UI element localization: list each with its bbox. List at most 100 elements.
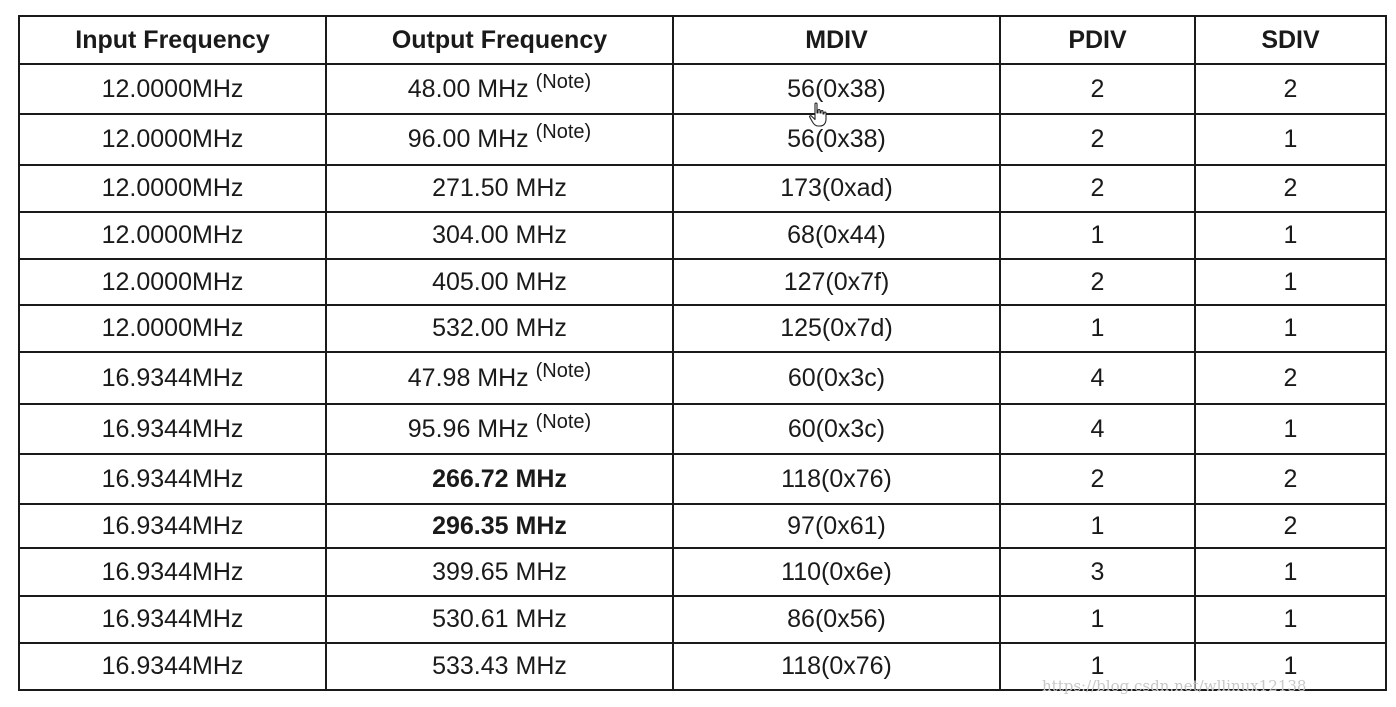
mdiv-cell: 97(0x61) [672,503,1001,549]
pdiv-cell: 2 [999,63,1196,115]
pdiv-cell: 2 [999,113,1196,166]
sdiv-cell: 1 [1194,595,1387,644]
mdiv-cell: 110(0x6e) [672,547,1001,597]
mdiv-cell: 60(0x3c) [672,403,1001,455]
output-frequency-value: 95.96 MHz [407,414,529,443]
output-frequency-value: 47.98 MHz [407,363,529,392]
table-row: 16.9344MHz 399.65 MHz 110(0x6e) 3 1 [18,547,1387,597]
table-row: 12.0000MHz 304.00 MHz 68(0x44) 1 1 [18,211,1387,260]
table-row: 12.0000MHz 405.00 MHz 127(0x7f) 2 1 [18,258,1387,306]
sdiv-cell: 2 [1194,503,1387,549]
mdiv-cell: 118(0x76) [672,642,1001,691]
output-frequency-value: 533.43 MHz [432,652,567,680]
output-frequency-cell: 95.96 MHz (Note) [325,403,674,455]
pdiv-cell: 1 [999,595,1196,644]
header-input-frequency: Input Frequency [18,15,327,65]
output-frequency-value: 271.50 MHz [432,174,567,202]
pdiv-cell: 1 [999,211,1196,260]
pdiv-cell: 1 [999,503,1196,549]
watermark-text: https://blog.csdn.net/wllinux12138 [1042,677,1307,695]
output-frequency-value: 532.00 MHz [432,314,567,342]
sdiv-cell: 1 [1194,258,1387,306]
output-frequency-value: 266.72 MHz [432,464,567,493]
pll-settings-table: Input Frequency Output Frequency MDIV PD… [18,15,1387,691]
output-frequency-cell: 271.50 MHz [325,164,674,213]
output-frequency-value: 405.00 MHz [432,267,567,296]
mdiv-cell: 118(0x76) [672,453,1001,505]
table-row: 16.9344MHz 266.72 MHz 118(0x76) 2 2 [18,453,1387,505]
note-superscript: (Note) [535,359,592,382]
pdiv-cell: 1 [999,304,1196,353]
pdiv-cell: 2 [999,164,1196,213]
mdiv-cell: 125(0x7d) [672,304,1001,353]
input-frequency-cell: 12.0000MHz [18,113,327,166]
mdiv-cell: 86(0x56) [672,595,1001,644]
note-superscript: (Note) [535,121,592,143]
note-superscript: (Note) [535,410,592,433]
table-row: 16.9344MHz 296.35 MHz 97(0x61) 1 2 [18,503,1387,549]
output-frequency-cell: 47.98 MHz (Note) [325,351,674,405]
pdiv-cell: 4 [999,403,1196,455]
mdiv-cell: 68(0x44) [672,211,1001,260]
output-frequency-cell: 96.00 MHz (Note) [325,113,674,166]
input-frequency-cell: 12.0000MHz [18,211,327,260]
header-pdiv: PDIV [999,15,1196,65]
mdiv-cell: 173(0xad) [672,164,1001,213]
input-frequency-cell: 16.9344MHz [18,547,327,597]
input-frequency-cell: 12.0000MHz [18,304,327,353]
input-frequency-cell: 12.0000MHz [18,63,327,115]
output-frequency-cell: 405.00 MHz [325,258,674,306]
input-frequency-cell: 16.9344MHz [18,453,327,505]
input-frequency-cell: 16.9344MHz [18,642,327,691]
output-frequency-cell: 530.61 MHz [325,595,674,644]
table-row: 16.9344MHz 47.98 MHz (Note) 60(0x3c) 4 2 [18,351,1387,405]
output-frequency-cell: 399.65 MHz [325,547,674,597]
mdiv-cell: 56(0x38) [672,113,1001,166]
output-frequency-cell: 304.00 MHz [325,211,674,260]
input-frequency-cell: 12.0000MHz [18,164,327,213]
pdiv-cell: 3 [999,547,1196,597]
table-row: 12.0000MHz 48.00 MHz (Note) 56(0x38) 2 2 [18,63,1387,115]
output-frequency-value: 399.65 MHz [432,557,567,586]
pdiv-cell: 2 [999,453,1196,505]
output-frequency-cell: 266.72 MHz [325,453,674,505]
output-frequency-value: 530.61 MHz [432,605,567,633]
table-header-row: Input Frequency Output Frequency MDIV PD… [18,15,1387,65]
hand-pointer-icon [809,102,827,127]
table-row: 12.0000MHz 96.00 MHz (Note) 56(0x38) 2 1 [18,113,1387,166]
table-row: 12.0000MHz 532.00 MHz 125(0x7d) 1 1 [18,304,1387,353]
header-mdiv: MDIV [672,15,1001,65]
mdiv-cell: 60(0x3c) [672,351,1001,405]
mdiv-cell: 127(0x7f) [672,258,1001,306]
output-frequency-value: 304.00 MHz [432,221,567,249]
sdiv-cell: 1 [1194,211,1387,260]
input-frequency-cell: 16.9344MHz [18,595,327,644]
input-frequency-cell: 16.9344MHz [18,351,327,405]
output-frequency-value: 48.00 MHz [407,74,529,103]
header-output-frequency: Output Frequency [325,15,674,65]
header-sdiv: SDIV [1194,15,1387,65]
table-row: 16.9344MHz 530.61 MHz 86(0x56) 1 1 [18,595,1387,644]
pdiv-cell: 2 [999,258,1196,306]
mdiv-cell: 56(0x38) [672,63,1001,115]
table-row: 12.0000MHz 271.50 MHz 173(0xad) 2 2 [18,164,1387,213]
sdiv-cell: 1 [1194,642,1387,691]
output-frequency-cell: 532.00 MHz [325,304,674,353]
sdiv-cell: 1 [1194,113,1387,166]
input-frequency-cell: 16.9344MHz [18,403,327,455]
output-frequency-cell: 296.35 MHz [325,503,674,549]
sdiv-cell: 2 [1194,63,1387,115]
output-frequency-value: 296.35 MHz [432,511,567,540]
input-frequency-cell: 16.9344MHz [18,503,327,549]
pdiv-cell: 1 [999,642,1196,691]
table-row: 16.9344MHz 95.96 MHz (Note) 60(0x3c) 4 1 [18,403,1387,455]
output-frequency-cell: 48.00 MHz (Note) [325,63,674,115]
pdiv-cell: 4 [999,351,1196,405]
sdiv-cell: 2 [1194,351,1387,405]
output-frequency-value: 96.00 MHz [407,125,529,153]
sdiv-cell: 2 [1194,164,1387,213]
sdiv-cell: 1 [1194,547,1387,597]
note-superscript: (Note) [535,70,592,93]
output-frequency-cell: 533.43 MHz [325,642,674,691]
sdiv-cell: 2 [1194,453,1387,505]
